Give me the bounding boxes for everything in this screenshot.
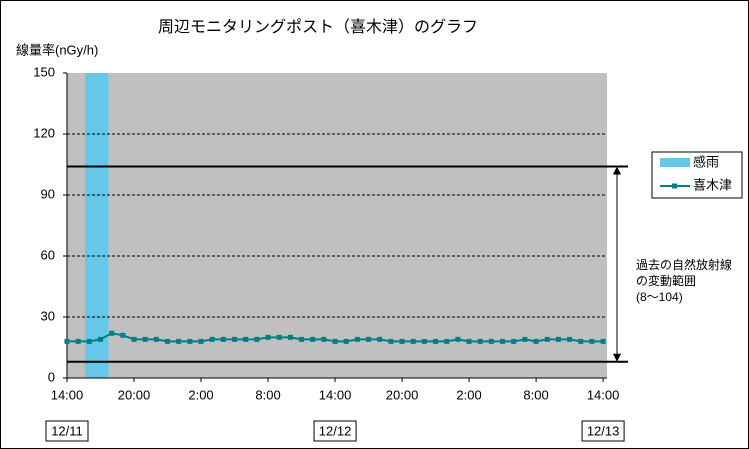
range-label: 過去の自然放射線 (636, 257, 732, 272)
series-marker (310, 336, 316, 342)
series-marker (578, 338, 584, 344)
x-tick-label: 20:00 (118, 387, 151, 402)
legend-marker (672, 183, 677, 189)
series-marker (209, 336, 215, 342)
x-tick-label: 14:00 (51, 387, 84, 402)
series-marker (555, 336, 561, 342)
series-marker (343, 338, 349, 344)
series-marker (477, 338, 483, 344)
series-marker (265, 334, 271, 340)
y-axis-label: 線量率(nGy/h) (16, 42, 98, 57)
series-marker (544, 336, 550, 342)
date-box (313, 420, 357, 442)
series-marker (589, 338, 595, 344)
date-label: 12/13 (587, 423, 620, 438)
series-marker (142, 336, 148, 342)
series-marker (220, 336, 226, 342)
series-marker (366, 336, 372, 342)
x-tick-label: 14:00 (587, 387, 620, 402)
x-tick-label: 14:00 (319, 387, 352, 402)
chart-title: 周辺モニタリングポスト（喜木津）のグラフ (158, 18, 478, 36)
series-marker (131, 336, 137, 342)
y-tick-label: 150 (33, 64, 55, 79)
legend-label: 感雨 (693, 154, 719, 169)
arrow-head (613, 353, 621, 362)
series-marker (377, 336, 383, 342)
series-marker (86, 338, 92, 344)
series-marker (421, 338, 427, 344)
series-marker (120, 332, 126, 338)
y-tick-label: 0 (48, 369, 55, 384)
series-marker (466, 338, 472, 344)
series-marker (332, 338, 338, 344)
series-marker (444, 338, 450, 344)
series-marker (165, 338, 171, 344)
date-label: 12/12 (319, 423, 352, 438)
series-marker (243, 336, 249, 342)
series-marker (388, 338, 394, 344)
x-tick-label: 8:00 (255, 387, 280, 402)
series-marker (455, 336, 461, 342)
series-marker (198, 338, 204, 344)
series-marker (276, 334, 282, 340)
series-marker (287, 334, 293, 340)
series-marker (153, 336, 159, 342)
series-marker (511, 338, 517, 344)
arrow-head (613, 166, 621, 175)
range-label: (8～104) (636, 290, 683, 304)
series-marker (176, 338, 182, 344)
date-box (581, 420, 625, 442)
series-marker (533, 338, 539, 344)
series-marker (232, 336, 238, 342)
series-marker (522, 336, 528, 342)
y-tick-label: 90 (41, 186, 55, 201)
x-tick-label: 20:00 (386, 387, 419, 402)
plot-area (67, 73, 607, 378)
legend-swatch (660, 158, 690, 167)
x-tick-label: 2:00 (456, 387, 481, 402)
series-marker (321, 336, 327, 342)
legend-label: 喜木津 (693, 177, 732, 192)
y-tick-label: 120 (33, 125, 55, 140)
series-marker (567, 336, 573, 342)
series-marker (600, 338, 606, 344)
series-marker (488, 338, 494, 344)
series-marker (109, 330, 115, 336)
series-marker (187, 338, 193, 344)
series-marker (64, 338, 70, 344)
series-marker (75, 338, 81, 344)
series-marker (354, 336, 360, 342)
range-label: の変動範囲 (636, 273, 696, 288)
series-marker (433, 338, 439, 344)
rain-band (84, 73, 109, 378)
x-tick-label: 2:00 (188, 387, 213, 402)
series-marker (299, 336, 305, 342)
series-marker (410, 338, 416, 344)
y-tick-label: 30 (41, 308, 55, 323)
series-marker (254, 336, 260, 342)
y-tick-label: 60 (41, 247, 55, 262)
series-marker (399, 338, 405, 344)
x-tick-label: 8:00 (523, 387, 548, 402)
date-label: 12/11 (51, 423, 83, 438)
series-marker (500, 338, 506, 344)
series-marker (98, 336, 104, 342)
date-box (45, 420, 89, 442)
